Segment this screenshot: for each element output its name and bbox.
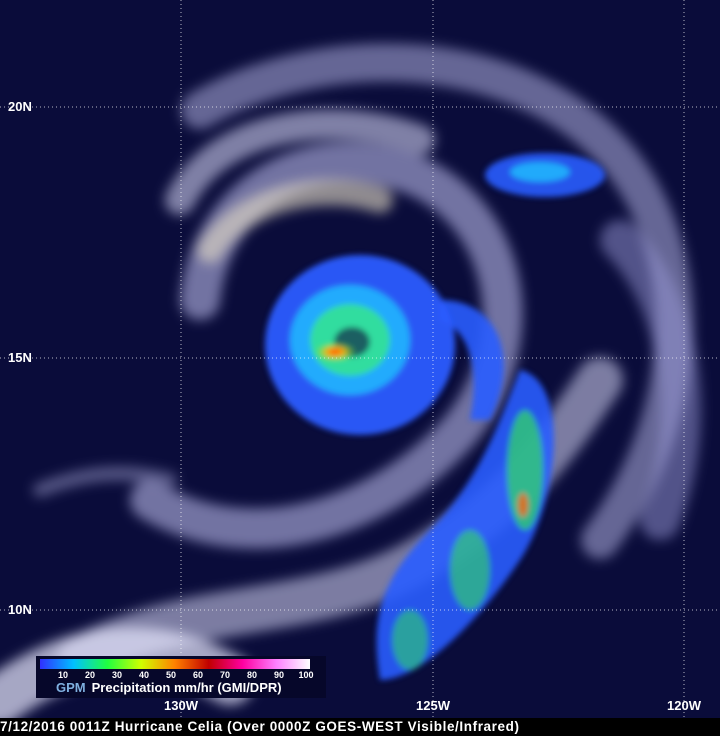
legend-tick-label: 90 xyxy=(273,670,285,680)
legend-tick-label: 30 xyxy=(111,670,123,680)
latitude-label-20n: 20N xyxy=(8,99,32,114)
legend-tick-label: 100 xyxy=(298,670,314,680)
legend-tick-label: 20 xyxy=(84,670,96,680)
legend-units: Precipitation mm/hr (GMI/DPR) xyxy=(91,680,282,695)
color-scale-bar xyxy=(40,659,310,669)
legend-tick-label: 10 xyxy=(57,670,69,680)
legend-tick-label: 70 xyxy=(219,670,231,680)
longitude-label-125w: 125W xyxy=(416,698,450,713)
precipitation-field xyxy=(265,153,605,680)
legend-tick-label: 80 xyxy=(246,670,258,680)
legend-tick-label: 40 xyxy=(138,670,150,680)
legend-product: GPM xyxy=(56,680,86,695)
legend-tick-label: 50 xyxy=(165,670,177,680)
latitude-label-15n: 15N xyxy=(8,350,32,365)
precipitation-legend: 10 20 30 40 50 60 70 80 90 100 GPM Precipitation m… xyxy=(36,656,326,698)
legend-title: GPM Precipitation mm/hr (GMI/DPR) xyxy=(56,680,282,695)
lat-lon-grid xyxy=(0,0,720,718)
longitude-label-130w: 130W xyxy=(164,698,198,713)
latitude-label-10n: 10N xyxy=(8,602,32,617)
longitude-label-120w: 120W xyxy=(667,698,701,713)
image-caption: 7/12/2016 0011Z Hurricane Celia (Over 00… xyxy=(0,718,720,736)
legend-tick-label: 60 xyxy=(192,670,204,680)
